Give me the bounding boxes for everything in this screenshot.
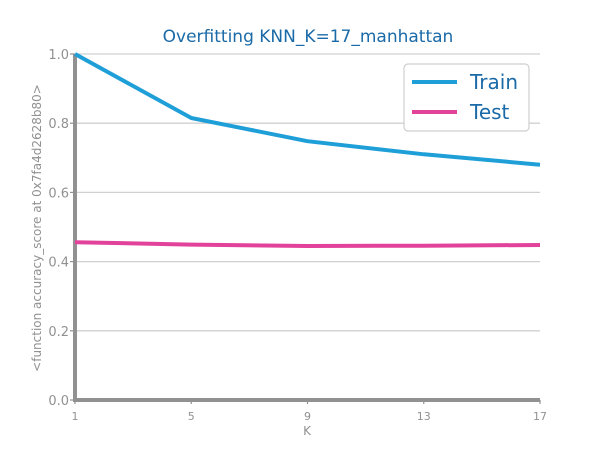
series-line-test (75, 242, 540, 246)
y-tick-label: 0.0 (48, 394, 69, 409)
x-tick-label: 5 (188, 410, 195, 423)
x-axis-label: K (303, 424, 312, 438)
y-tick-label: 0.4 (48, 256, 69, 271)
x-tick-label: 17 (533, 410, 547, 423)
legend-label-train: Train (469, 70, 518, 94)
y-tick-label: 0.8 (48, 117, 69, 132)
legend: Train Test (404, 64, 529, 131)
y-tick-label: 0.6 (48, 186, 69, 201)
x-tick-label: 9 (304, 410, 311, 423)
legend-label-test: Test (469, 100, 510, 124)
chart-title: Overfitting KNN_K=17_manhattan (163, 27, 454, 47)
y-axis-label: <function accuracy_score at 0x7fa4d2628b… (30, 84, 44, 372)
x-tick-label: 1 (72, 410, 79, 423)
x-tick-label: 13 (417, 410, 431, 423)
y-tick-label: 0.2 (48, 325, 69, 340)
y-tick-label: 1.0 (48, 48, 69, 63)
